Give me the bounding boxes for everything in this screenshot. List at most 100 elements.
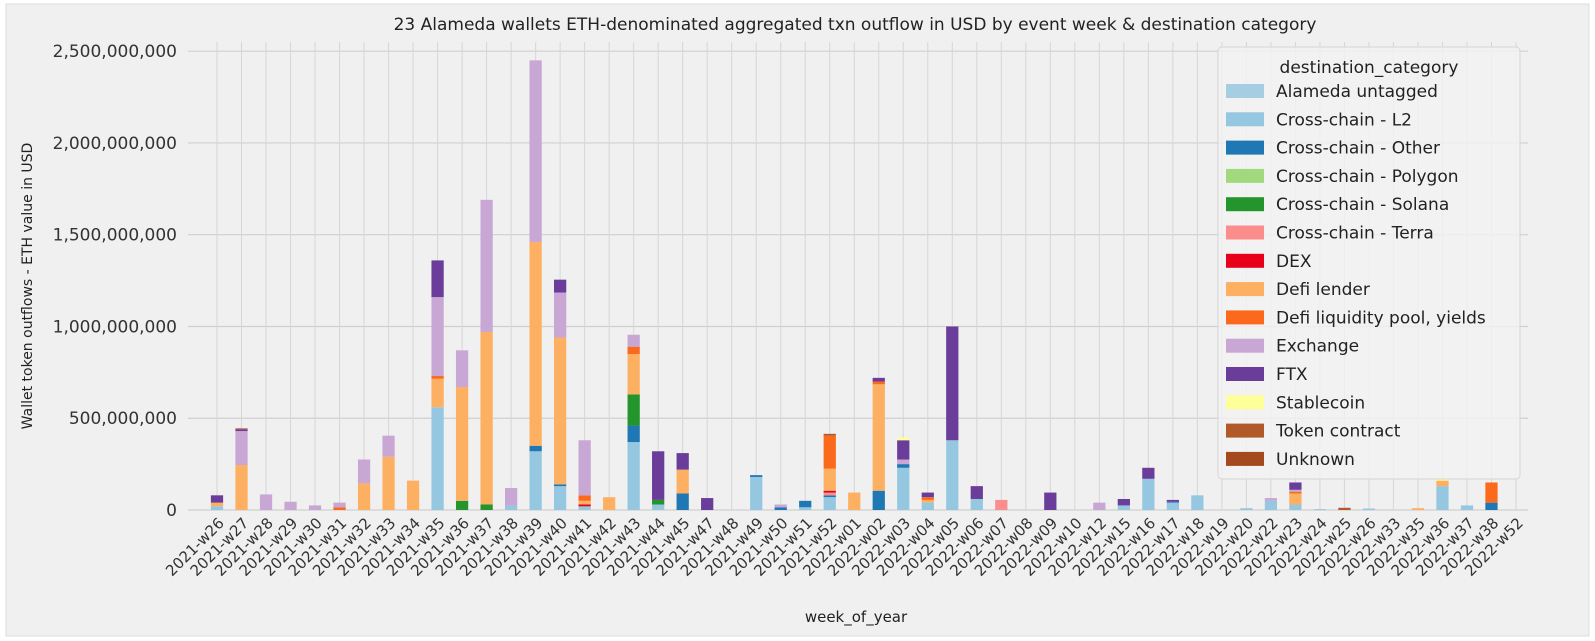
bar-segment [823,433,836,436]
bar-segment [529,445,542,452]
legend-swatch [1226,451,1264,466]
x-axis-label: week_of_year [805,608,908,627]
bar-segment [848,492,861,510]
bar-segment [554,486,567,510]
bar-segment [823,497,836,510]
bar-segment [627,334,640,347]
bar-segment [676,453,689,470]
bar-segment [872,490,885,510]
bar-segment [970,498,983,510]
bar-segment [1313,509,1327,510]
legend-label: Unknown [1276,450,1355,470]
bar-segment [799,507,812,510]
legend: destination_category Alameda untagged Cro… [1217,46,1521,480]
bar-segment [627,394,640,426]
bar-segment [578,500,591,505]
bar-segment [235,465,248,510]
bar-segment [1191,495,1204,510]
bar-segment [210,495,224,503]
legend-label: Cross-chain - Solana [1276,195,1449,215]
bar-segment [652,499,665,505]
bar-segment [1117,498,1130,506]
axes: 0 500,000,000 1,000,000,000 1,500,000,000 2,… [53,42,1527,580]
legend-swatch [1226,197,1264,212]
bar-segment [1460,505,1474,510]
bar-segment [357,483,371,510]
bar-segment [872,384,885,491]
bar-segment [1264,500,1278,510]
bar-segment [1044,492,1057,510]
y-tick-label: 1,000,000,000 [53,317,177,337]
bars [210,60,1498,510]
legend-label: Defi liquidity pool, yields [1276,308,1486,328]
legend-swatch [1226,140,1264,155]
bar-segment [823,492,836,496]
legend-swatch [1226,253,1264,268]
bar-segment [578,506,591,510]
legend-swatch [1226,84,1264,98]
chart-title: 23 Alameda wallets ETH-denominated aggre… [394,15,1317,35]
bar-segment [921,497,934,500]
bar-segment [970,486,983,499]
y-tick-label: 2,000,000,000 [53,134,177,154]
bar-segment [1166,499,1179,502]
bar-segment [872,377,885,382]
bar-segment [1289,491,1302,494]
bar-segment [504,505,518,510]
bar-segment [210,506,224,510]
bar-segment [1485,482,1498,503]
bar-segment [921,502,934,510]
legend-swatch [1226,225,1264,240]
bar-segment [235,428,248,430]
legend-swatch [1226,310,1264,325]
y-tick-label: 500,000,000 [69,409,177,429]
bar-segment [897,440,910,460]
bar-segment [1338,507,1351,510]
bar-segment [872,381,885,385]
bar-segment [823,468,836,491]
legend-swatch [1226,367,1264,381]
bar-segment [750,476,763,510]
legend-label: DEX [1276,252,1312,272]
bar-segment [1240,508,1253,510]
bar-segment [529,60,542,243]
legend-label: Defi lender [1276,280,1370,300]
bar-segment [480,504,493,510]
legend-label: Alameda untagged [1276,82,1438,102]
bar-segment [1093,502,1106,510]
bar-segment [308,505,322,510]
bar-segment [1289,489,1302,492]
bar-segment [455,387,469,501]
bar-segment [284,501,297,510]
bar-segment [1411,508,1425,510]
bar-segment [1362,508,1376,510]
legend-swatch [1226,112,1264,127]
bar-segment [995,499,1008,510]
bar-segment [897,459,910,465]
bar-segment [627,442,640,510]
bar-segment [774,507,787,510]
bar-segment [603,497,616,510]
y-axis-label: Wallet token outflows - ETH value in USD [20,143,36,430]
bar-segment [1289,493,1302,505]
legend-label: Cross-chain - Polygon [1276,167,1459,187]
y-tick-label: 1,500,000,000 [53,226,177,246]
bar-segment [333,507,346,510]
bar-segment [652,451,665,500]
bar-segment [554,279,567,293]
legend-frame [1217,46,1521,480]
bar-segment [504,487,518,506]
bar-segment [1436,478,1449,481]
bar-segment [921,492,934,498]
bar-segment [480,199,493,332]
bar-segment [1485,502,1498,510]
bar-segment [1436,480,1449,487]
legend-swatch [1226,395,1264,410]
bar-segment [823,490,836,493]
bar-segment [897,437,910,441]
bar-segment [1289,482,1302,490]
bar-segment [554,337,567,485]
y-tick-label: 2,500,000,000 [53,42,177,62]
bar-segment [529,451,542,510]
